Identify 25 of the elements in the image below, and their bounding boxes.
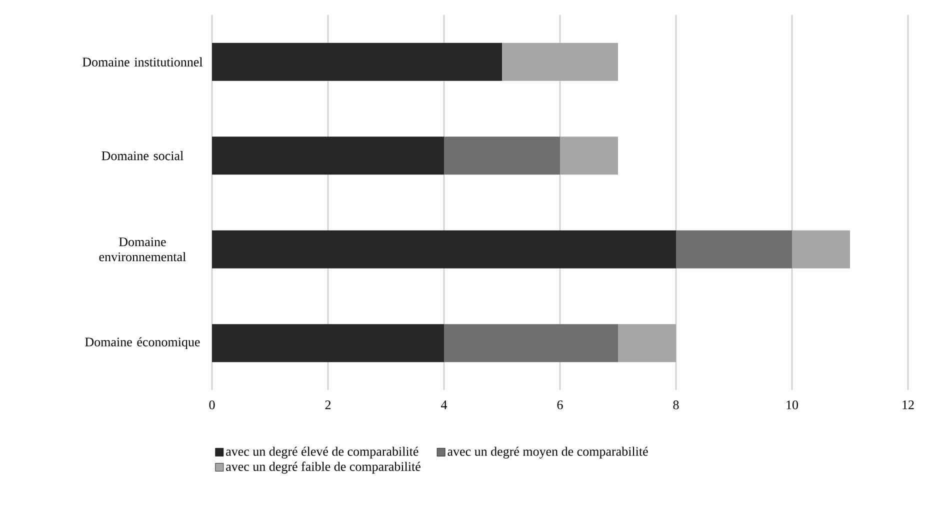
bar bbox=[212, 324, 444, 362]
bar bbox=[618, 324, 676, 362]
bar bbox=[444, 324, 618, 362]
legend-label: avec un degré faible de comparabilité bbox=[226, 462, 420, 474]
y-tick-label: Domaine institutionnel bbox=[82, 57, 203, 66]
bar bbox=[212, 42, 502, 81]
legend-label: avec un degré élevé de comparabilité bbox=[226, 446, 418, 459]
y-tick-label: Domaine environnemental bbox=[99, 237, 186, 262]
y-tick-label: Domaine économique bbox=[85, 337, 200, 350]
bar bbox=[560, 136, 618, 175]
bar bbox=[212, 230, 676, 268]
bar bbox=[212, 136, 444, 175]
bar bbox=[792, 230, 850, 268]
x-tick-label: 2 bbox=[325, 400, 331, 410]
x-tick-label: 0 bbox=[209, 400, 215, 410]
bar bbox=[502, 42, 618, 81]
bar bbox=[676, 230, 792, 268]
x-tick-label: 10 bbox=[786, 400, 798, 410]
x-tick-label: 12 bbox=[902, 400, 914, 410]
x-tick-label: 8 bbox=[673, 400, 679, 410]
y-tick-label: Domaine social bbox=[102, 151, 184, 160]
x-tick-label: 6 bbox=[557, 400, 563, 410]
bar bbox=[444, 136, 560, 175]
x-tick-label: 4 bbox=[441, 400, 448, 410]
legend-label: avec un degré moyen de comparabilité bbox=[448, 446, 648, 459]
